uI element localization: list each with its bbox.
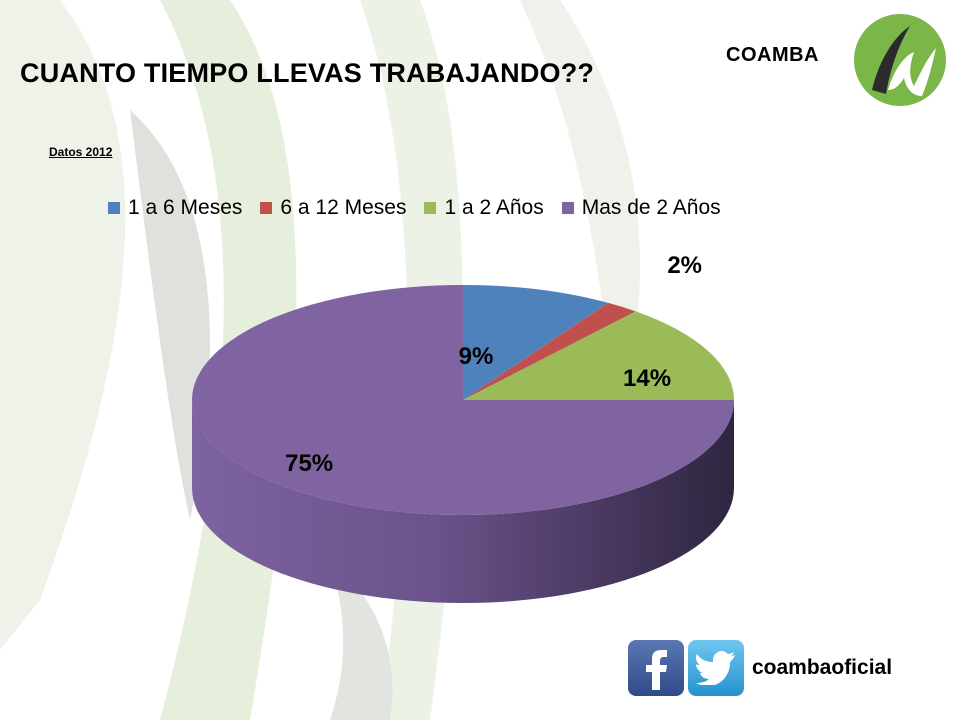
- social-handle: coambaoficial: [752, 656, 893, 679]
- twitter-icon[interactable]: [688, 640, 744, 696]
- pie-slice: [192, 285, 734, 515]
- legend-swatch: [424, 202, 437, 214]
- pie-data-label: 75%: [285, 450, 333, 477]
- pie-slice: [463, 285, 609, 400]
- legend-item: 6 a 12 Meses: [260, 196, 406, 220]
- pie-data-label: 9%: [459, 343, 494, 370]
- legend-label: 6 a 12 Meses: [280, 196, 407, 219]
- legend-swatch: [561, 202, 574, 214]
- chart-subtitle: Datos 2012: [49, 145, 113, 159]
- legend-label: Mas de 2 Años: [581, 196, 721, 219]
- legend-item: 1 a 6 Meses: [108, 196, 242, 220]
- legend-item: 1 a 2 Años: [424, 196, 544, 220]
- pie-3d-side: [192, 400, 734, 603]
- legend-label: 1 a 2 Años: [444, 196, 544, 219]
- legend-swatch: [260, 202, 273, 214]
- social-links: [628, 640, 744, 696]
- brand-name: COAMBA: [726, 44, 819, 66]
- legend-item: Mas de 2 Años: [561, 196, 721, 220]
- coamba-logo-icon: [854, 14, 946, 106]
- chart-legend: 1 a 6 Meses 6 a 12 Meses 1 a 2 Años Mas …: [108, 196, 721, 220]
- pie-slice: [463, 311, 734, 400]
- pie-slices: [192, 285, 734, 515]
- facebook-icon[interactable]: [628, 640, 684, 696]
- legend-swatch: [108, 202, 120, 214]
- pie-data-label: 14%: [623, 365, 671, 392]
- pie-side-wall: [192, 400, 734, 603]
- legend-label: 1 a 6 Meses: [128, 196, 243, 219]
- pie-data-labels: 9% 2% 14% 75%: [285, 252, 702, 477]
- pie-slice: [463, 302, 636, 400]
- page-title: CUANTO TIEMPO LLEVAS TRABAJANDO??: [20, 58, 595, 88]
- pie-data-label: 2%: [667, 252, 702, 279]
